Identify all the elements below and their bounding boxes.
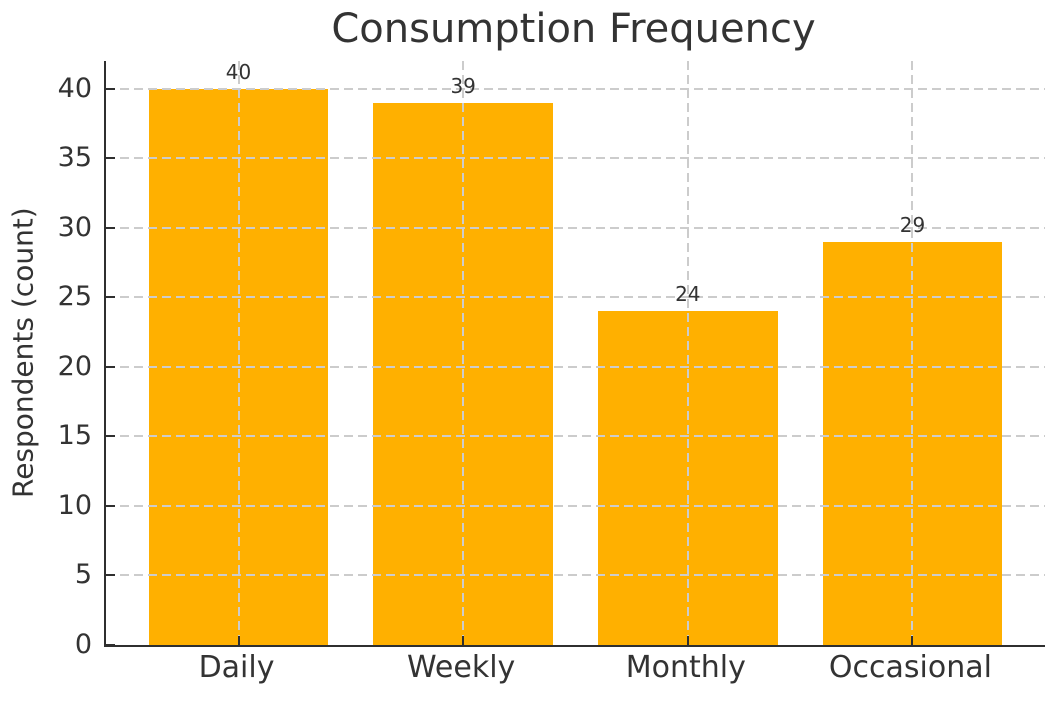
y-tick-mark <box>106 365 115 368</box>
x-tick-mark <box>462 636 465 645</box>
y-tick-label: 35 <box>57 142 92 174</box>
value-labels-layer: 40 39 24 29 <box>106 59 1045 645</box>
y-tick-label: 20 <box>57 350 92 382</box>
x-tick-label: Occasional <box>828 650 992 685</box>
chart-title: Consumption Frequency <box>331 6 816 52</box>
y-tick-mark <box>106 296 115 299</box>
bar-value-label: 40 <box>225 59 252 84</box>
x-tick-mark <box>911 636 914 645</box>
h-gridline <box>106 296 1045 299</box>
y-tick-label: 25 <box>57 281 92 313</box>
x-tick-label: Daily <box>198 650 275 685</box>
y-tick-label: 5 <box>74 559 92 591</box>
y-tick-mark <box>106 504 115 507</box>
v-gridline <box>237 61 240 645</box>
h-gridline <box>106 574 1045 577</box>
y-tick-mark <box>106 644 115 646</box>
h-gridline <box>106 435 1045 438</box>
bar-value-label: 29 <box>899 212 926 237</box>
y-tick-labels: 0 5 10 15 20 25 30 35 40 <box>0 0 92 701</box>
axis-ticks-layer <box>106 61 1045 646</box>
h-gridline <box>106 504 1045 507</box>
h-gridline <box>106 365 1045 368</box>
y-tick-label: 15 <box>57 420 92 452</box>
h-gridline <box>106 157 1045 160</box>
y-tick-mark <box>106 226 115 229</box>
v-gridline <box>911 61 914 645</box>
x-tick-mark <box>686 636 689 645</box>
y-tick-label: 30 <box>57 211 92 243</box>
y-tick-label: 10 <box>57 489 92 521</box>
y-tick-mark <box>106 574 115 577</box>
v-gridline <box>462 61 465 645</box>
h-gridline <box>106 87 1045 90</box>
bar-value-label: 24 <box>675 282 701 307</box>
y-tick-mark <box>106 87 115 90</box>
bar-value-label: 39 <box>450 73 476 98</box>
x-tick-label: Weekly <box>407 650 516 685</box>
y-tick-label: 40 <box>57 72 92 104</box>
v-gridline <box>686 61 689 645</box>
y-tick-mark <box>106 435 115 438</box>
h-gridline <box>106 226 1045 229</box>
plot-area: 40 39 24 29 <box>104 59 1045 647</box>
x-tick-mark <box>237 636 240 645</box>
x-tick-label: Monthly <box>625 650 746 685</box>
y-tick-label: 0 <box>74 629 92 660</box>
y-tick-mark <box>106 157 115 160</box>
grid-layer <box>106 61 1045 645</box>
